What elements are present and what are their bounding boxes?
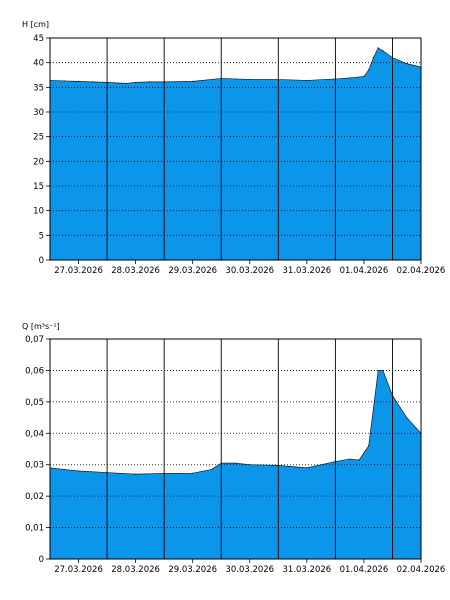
data-point [349, 77, 351, 79]
area-series-fill [50, 47, 421, 261]
data-point [368, 445, 370, 447]
x-tick-label: 28.03.2026 [111, 266, 160, 276]
data-point [306, 467, 308, 469]
data-point [77, 470, 80, 472]
discharge-chart: Q [m³s⁻¹] 0 0,01 0,02 0,03 0,04 0,05 0,06 0,07 2… [22, 322, 445, 575]
data-point [192, 80, 194, 83]
x-tick-label: 30.03.2026 [225, 266, 274, 276]
x-tick-label: 31.03.2026 [283, 565, 332, 575]
y-tick-label: 0,05 [25, 398, 44, 408]
data-point [406, 416, 408, 419]
x-tick-label: 27.03.2026 [54, 266, 103, 276]
y-axis-label: H [cm] [22, 20, 49, 29]
data-point [192, 472, 194, 474]
data-point [135, 81, 137, 83]
data-point [349, 458, 351, 460]
x-tick-label: 01.04.2026 [340, 266, 389, 276]
plot-frame [49, 37, 422, 261]
x-tick-label: 30.03.2026 [225, 565, 274, 575]
data-point [249, 78, 251, 81]
y-tick-label: 30 [33, 108, 44, 118]
x-tick-label: 29.03.2026 [168, 565, 217, 575]
data-point [368, 69, 370, 71]
x-tick-label: 28.03.2026 [111, 565, 160, 575]
x-tick-label: 02.04.2026 [397, 565, 446, 575]
data-point [149, 81, 151, 83]
y-tick-label: 35 [33, 83, 44, 93]
data-point [234, 462, 237, 464]
y-tick-label: 0,03 [25, 461, 44, 471]
x-tick-label: 29.03.2026 [168, 266, 217, 276]
data-point [135, 473, 137, 475]
data-point [234, 78, 237, 80]
y-tick-label: 0,04 [25, 429, 44, 439]
y-tick-label: 40 [33, 59, 44, 69]
data-point [377, 47, 379, 49]
data-point [249, 464, 251, 466]
plot-frame [49, 338, 422, 560]
y-tick-label: 0 [39, 555, 44, 565]
x-tick-label: 27.03.2026 [54, 565, 103, 575]
y-tick-label: 5 [39, 231, 44, 241]
water-level-chart: H [cm] 0 5 10 15 20 25 30 35 40 45 27.03.2026 28.03… [22, 20, 445, 276]
y-tick-label: 45 [33, 34, 44, 44]
y-tick-label: 0,07 [25, 335, 44, 345]
data-point [306, 79, 308, 82]
y-tick-label: 20 [33, 157, 44, 167]
x-tick-label: 31.03.2026 [283, 266, 332, 276]
data-point [382, 50, 384, 52]
y-tick-label: 0,06 [25, 366, 44, 376]
area-series-fill [50, 370, 421, 559]
data-point [358, 459, 360, 461]
data-point [63, 468, 65, 471]
data-point [363, 75, 365, 78]
y-tick-label: 0,02 [25, 492, 44, 502]
data-point [211, 468, 213, 471]
data-point [92, 81, 94, 83]
data-point [372, 57, 375, 59]
y-axis-label: Q [m³s⁻¹] [22, 322, 60, 331]
y-tick-label: 0 [39, 256, 44, 266]
x-tick-label: 01.04.2026 [340, 565, 389, 575]
y-tick-label: 0,01 [25, 524, 44, 534]
data-point [125, 82, 127, 84]
data-point [77, 80, 80, 83]
y-tick-label: 25 [33, 133, 44, 143]
data-point [63, 80, 65, 82]
y-tick-label: 15 [33, 182, 44, 192]
y-tick-label: 10 [33, 207, 44, 217]
data-point [406, 63, 408, 65]
x-tick-label: 02.04.2026 [397, 266, 446, 276]
